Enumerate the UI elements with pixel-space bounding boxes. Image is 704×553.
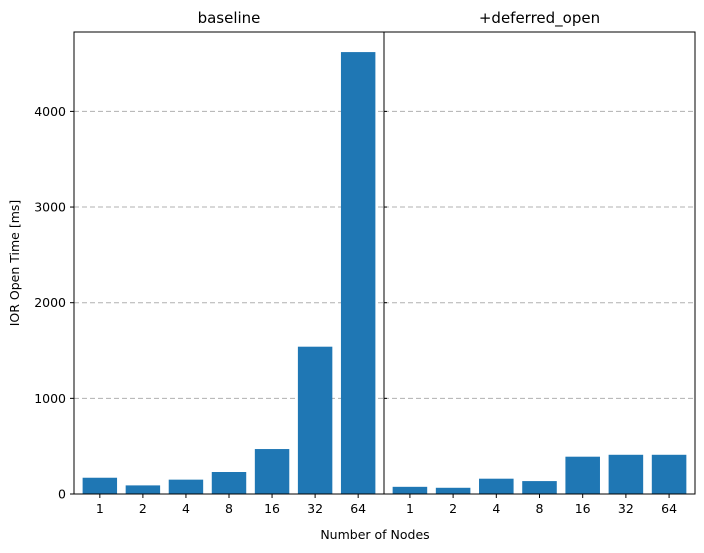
x-tick-label-deferred-open-1: 1	[406, 501, 414, 516]
bar-deferred-open-8	[522, 481, 557, 494]
y-tick-label-2000: 2000	[34, 295, 66, 310]
bar-baseline-8	[211, 472, 247, 494]
bar-baseline-64	[340, 52, 376, 495]
x-tick-label-deferred-open-8: 8	[536, 501, 544, 516]
bar-baseline-2	[125, 485, 161, 494]
panel-frame-baseline	[73, 31, 385, 495]
grid-layer	[74, 110, 695, 399]
x-tick-label-baseline-2: 2	[139, 501, 147, 516]
x-tick-label-deferred-open-64: 64	[661, 501, 677, 516]
bar-deferred-open-16	[565, 456, 600, 494]
y-axis-label: IOR Open Time [ms]	[7, 200, 22, 327]
bar-deferred-open-1	[392, 486, 428, 494]
x-tick-label-baseline-4: 4	[182, 501, 190, 516]
bar-deferred-open-32	[608, 454, 644, 494]
x-tick-label-baseline-8: 8	[225, 501, 233, 516]
bar-baseline-32	[297, 346, 333, 494]
y-tick-label-1000: 1000	[34, 391, 66, 406]
y-tick-label-4000: 4000	[34, 104, 66, 119]
panel-title-baseline: baseline	[198, 9, 261, 27]
x-tick-label-baseline-16: 16	[264, 501, 280, 516]
x-tick-label-deferred-open-2: 2	[449, 501, 457, 516]
panel-frame-deferred-open	[383, 31, 696, 495]
y-tick-label-0: 0	[58, 487, 66, 502]
bar-baseline-4	[168, 479, 204, 494]
bar-baseline-16	[254, 449, 290, 494]
x-tick-label-deferred-open-32: 32	[618, 501, 634, 516]
bar-deferred-open-64	[651, 454, 687, 494]
x-tick-label-baseline-32: 32	[307, 501, 323, 516]
panel-title-deferred-open: +deferred_open	[479, 9, 600, 28]
x-axis-label: Number of Nodes	[320, 527, 429, 542]
ticks-layer: 0 1000 2000 3000 4000 1 2 4 8 16 32 64 1 2 4 8 16 32 64	[34, 104, 677, 516]
x-tick-label-baseline-1: 1	[96, 501, 104, 516]
x-tick-label-deferred-open-4: 4	[492, 501, 500, 516]
bar-deferred-open-2	[435, 487, 471, 494]
bars-layer	[82, 52, 687, 495]
bar-deferred-open-4	[479, 478, 514, 494]
x-tick-label-deferred-open-16: 16	[575, 501, 591, 516]
x-tick-label-baseline-64: 64	[350, 501, 366, 516]
y-tick-label-3000: 3000	[34, 200, 66, 215]
bar-baseline-1	[82, 477, 118, 494]
